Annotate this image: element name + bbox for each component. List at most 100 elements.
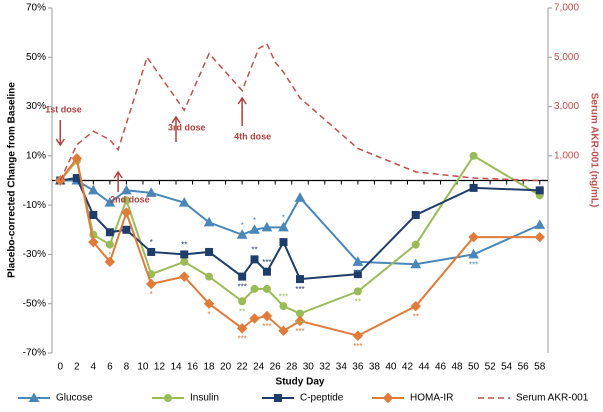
x-tick-label: 58 [534,362,546,373]
dose-arrowhead [171,115,181,124]
significance-label: *** [295,320,304,329]
point [205,247,214,256]
point [105,228,114,237]
x-tick-label: 56 [518,362,530,373]
x-tick-label: 24 [253,362,265,373]
point [121,207,132,218]
significance-label: * [150,290,153,299]
x-tick-label: 50 [468,362,480,373]
dose-arrowhead [113,170,123,179]
point [147,247,156,256]
x-tick-label: 48 [452,362,464,373]
legend-label: C-peptide [300,393,344,404]
legend-marker [382,392,394,404]
x-tick-label: 38 [369,362,381,373]
y-tick-label: -30% [23,249,46,260]
significance-label: *** [295,285,304,294]
point [352,256,364,266]
y-tick-label: -50% [23,298,46,309]
significance-label: *** [353,342,362,351]
significance-label: *** [295,327,304,336]
point [179,271,190,282]
x-tick-label: 16 [187,362,199,373]
point [352,330,364,341]
x-tick-label: 2 [74,362,80,373]
legend-label: Glucose [56,393,93,404]
y2-tick-label: 3,000 [554,101,579,112]
y-tick-label: -70% [23,348,46,359]
point [249,224,260,234]
point [294,192,306,202]
point [250,284,259,293]
y2-tick-label: 7,000 [554,3,579,14]
x-tick-label: 54 [501,362,513,373]
point [104,256,116,268]
dose-label: 2nd dose [110,194,150,204]
x-tick-label: 30 [303,362,315,373]
y2-tick-label: 5,000 [554,52,579,63]
significance-label: * [208,310,211,319]
x-axis-title: Study Day [276,377,325,388]
point [534,231,545,243]
point [203,298,215,309]
point [145,278,157,290]
point [249,313,260,324]
x-tick-label: 40 [385,362,397,373]
point [145,187,157,197]
y2-tick-label: 1,000 [554,150,579,161]
significance-label: *** [237,283,246,292]
x-tick-label: 6 [107,362,113,373]
point [294,315,306,327]
dose-label: 4th dose [234,131,271,141]
point [121,184,132,195]
dose-arrowhead [237,96,247,105]
x-tick-label: 0 [57,362,63,373]
point [353,270,362,279]
point [278,221,289,232]
significance-label: * [108,251,111,260]
significance-label: *** [262,322,271,331]
point [296,275,304,284]
x-tick-label: 46 [435,362,447,373]
point [122,225,131,234]
point [411,211,420,219]
point [279,238,288,247]
y-axis-title: Placebo-corrected Change from Baseline [7,82,18,278]
y-tick-label: 50% [26,52,46,63]
x-tick-label: 22 [237,362,249,373]
significance-label: ** [239,307,245,316]
x-tick-label: 4 [91,362,97,373]
y-tick-label: 10% [26,150,46,161]
legend-marker [164,394,172,402]
x-tick-label: 32 [319,362,331,373]
x-tick-label: 10 [137,362,149,373]
significance-label: * [253,216,256,225]
significance-label: ** [413,312,419,321]
significance-label: *** [353,268,362,277]
y-tick-label: 70% [26,3,46,14]
point [89,211,98,219]
x-tick-label: 52 [485,362,497,373]
dose-label: 3rd dose [168,122,206,132]
point [261,221,273,232]
point [71,153,83,164]
dose-label: 1st dose [45,104,82,114]
point [535,186,544,195]
point [262,284,271,293]
significance-label: *** [262,258,271,267]
legend-marker [28,392,40,402]
point [250,255,259,264]
x-tick-label: 20 [220,362,232,373]
x-tick-label: 18 [204,362,216,373]
point [180,257,189,266]
x-tick-label: 8 [124,362,130,373]
significance-label: ** [181,241,187,250]
significance-label: *** [279,292,288,301]
point [87,184,99,195]
series-line [59,155,540,337]
point [469,151,478,160]
significance-label: * [150,238,153,247]
significance-label: *** [469,261,478,270]
point [468,231,479,243]
